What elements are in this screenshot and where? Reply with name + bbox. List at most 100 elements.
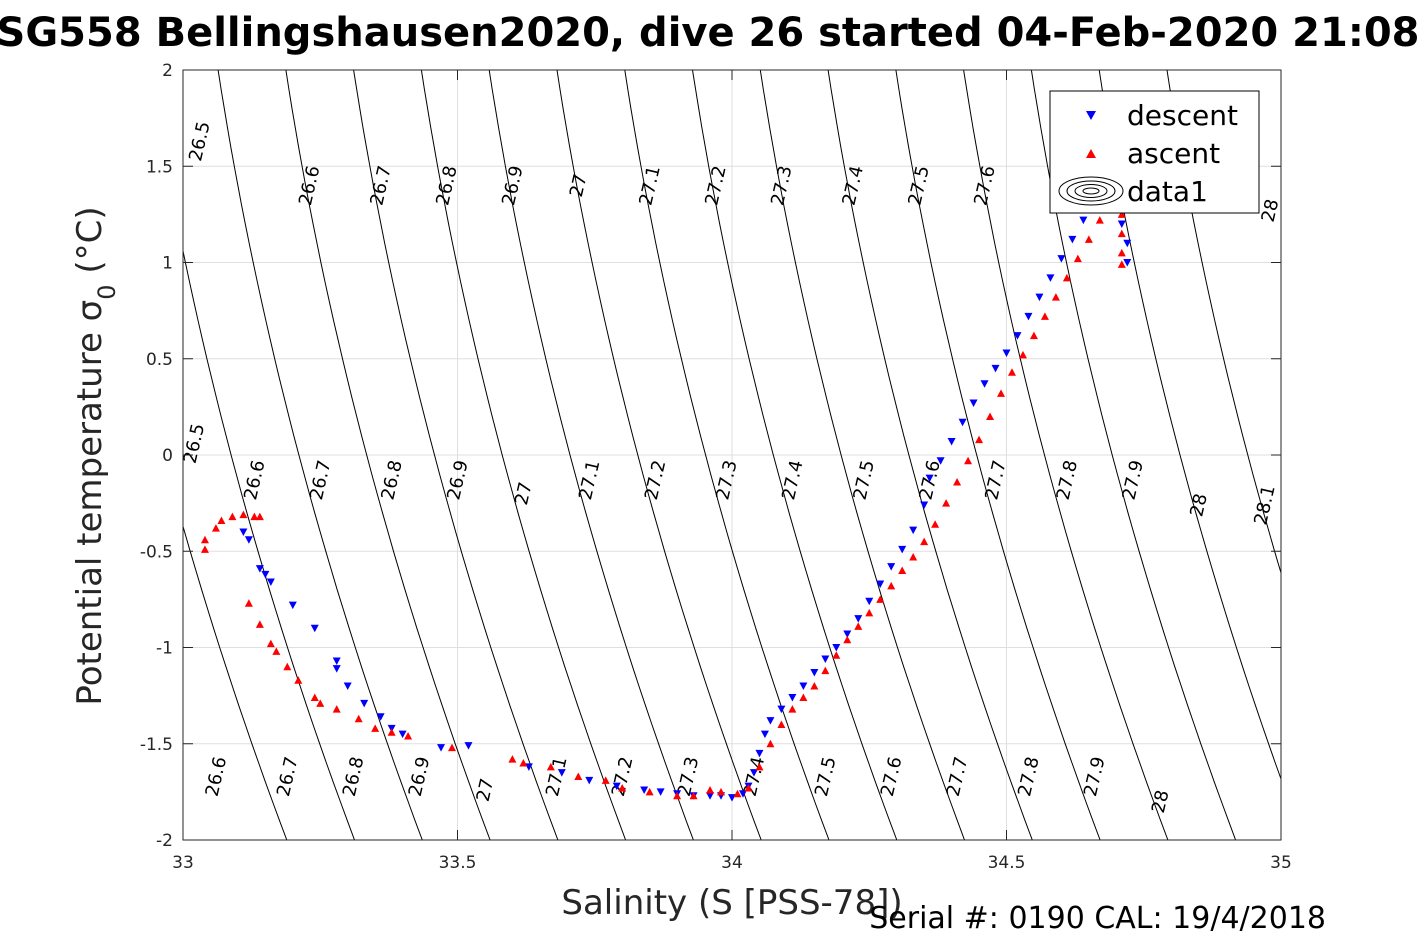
descent-point [239, 528, 248, 536]
ascent-point [228, 512, 237, 521]
isopycnal-line [895, 70, 1101, 840]
y-axis-label-sigma: σ [70, 300, 110, 322]
data-markers [200, 189, 1132, 802]
descent-point [376, 713, 385, 721]
ascent-point [404, 732, 413, 740]
descent-point [766, 717, 775, 725]
ascent-point [777, 720, 786, 728]
ascent-point [1084, 235, 1093, 243]
isopycnal-line [827, 70, 1033, 840]
descent-point [991, 364, 1000, 373]
ascent-point [211, 524, 220, 532]
descent-point [755, 749, 764, 758]
isopycnal-line [692, 70, 898, 840]
descent-point [854, 615, 863, 623]
ascent-point [1073, 254, 1082, 263]
descent-point [437, 744, 446, 752]
descent-point [656, 788, 665, 796]
ascent-point [574, 772, 583, 780]
ascent-point [854, 622, 863, 630]
ascent-point [865, 608, 874, 617]
ascent-point [217, 516, 226, 524]
isopycnal-line [488, 70, 694, 840]
legend-data1-label: data1 [1127, 175, 1208, 208]
ascent-point [310, 693, 319, 702]
ascent-point [717, 787, 726, 796]
ascent-point [843, 635, 852, 644]
ascent-point [266, 639, 275, 648]
y-axis-label-main: Potential temperature [70, 321, 110, 705]
ascent-point [673, 791, 682, 800]
descent-point [1024, 312, 1033, 321]
descent-point [557, 769, 566, 777]
descent-point [1123, 239, 1132, 248]
isopycnal-line [963, 70, 1169, 840]
descent-point [728, 794, 736, 802]
isopycnal-line [759, 70, 965, 840]
isopycnal-label: 27 [473, 777, 499, 804]
isopycnal-line [556, 70, 762, 840]
ascent-point [832, 651, 841, 659]
descent-point [585, 776, 594, 785]
ascent-point [283, 662, 292, 671]
descent-point [843, 630, 852, 639]
descent-point [760, 730, 769, 739]
ascent-point [887, 581, 896, 590]
legend-ascent-marker [1086, 149, 1096, 158]
isopycnal-label: 27 [511, 480, 537, 507]
x-axis-label: Salinity (S [PSS-78]) [561, 883, 902, 923]
descent-point [288, 601, 297, 610]
ascent-point [1040, 312, 1049, 320]
y-axis-ticks: -2 -1.5 -1 -0.5 0 0.5 1 1.5 2 [140, 61, 1281, 851]
y-tick-label: -1 [156, 639, 173, 659]
descent-point [612, 782, 621, 791]
descent-point [810, 669, 819, 677]
isopycnal-lines [183, 70, 1281, 840]
descent-point [788, 694, 797, 702]
descent-point [706, 792, 715, 800]
ascent-point [508, 755, 517, 763]
ascent-point [706, 785, 715, 794]
isopycnal-line [353, 70, 559, 840]
chart-title: SG558 Bellingshausen2020, dive 26 starte… [0, 10, 1417, 56]
descent-point [332, 665, 341, 673]
descent-point [958, 418, 967, 427]
descent-point [343, 682, 352, 690]
y-axis-label-unit: (°C) [70, 206, 110, 284]
y-tick-label: 1 [162, 254, 173, 274]
y-tick-label: -1.5 [140, 735, 173, 755]
legend: descent ascent data1 [1049, 90, 1260, 214]
ascent-point [788, 705, 797, 713]
ascent-point [601, 776, 610, 784]
isopycnal-line [183, 524, 288, 840]
ascent-point [519, 759, 528, 767]
ascent-point [244, 599, 253, 607]
y-tick-label: 0.5 [146, 350, 173, 370]
descent-point [1046, 274, 1055, 282]
ascent-point [1117, 210, 1126, 218]
x-tick-label: 33 [172, 853, 194, 873]
ascent-point [810, 682, 819, 690]
ascent-point [898, 566, 907, 574]
ascent-point [744, 784, 753, 792]
y-tick-label: -0.5 [140, 542, 173, 562]
ascent-point [294, 676, 303, 684]
descent-point [920, 501, 929, 510]
y-tick-label: 0 [162, 446, 173, 466]
descent-point [1013, 332, 1022, 340]
ascent-point [1117, 229, 1126, 238]
ascent-point [1051, 293, 1060, 301]
descent-point [360, 699, 369, 708]
descent-point [266, 578, 275, 587]
descent-point [969, 399, 978, 408]
ascent-point [1029, 331, 1038, 340]
serial-calibration-footer: Serial #: 0190 CAL: 19/4/2018 [869, 901, 1326, 936]
ascent-point [255, 620, 264, 628]
descent-point [738, 790, 747, 798]
ascent-point [200, 535, 209, 544]
isopycnal-label: 28 [1186, 492, 1212, 519]
isopycnal-line [217, 70, 423, 840]
ascent-point [618, 784, 627, 792]
isopycnal-label: 28 [1148, 788, 1174, 815]
descent-point [832, 644, 841, 652]
